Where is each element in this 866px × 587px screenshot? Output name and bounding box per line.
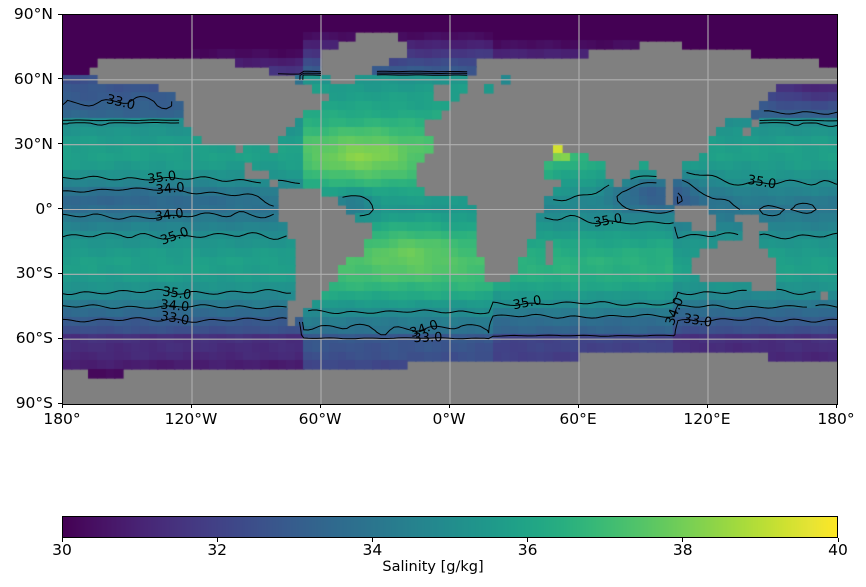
colorbar-tick-mark [371,538,373,542]
y-tick-label: 90°N [13,5,53,23]
contour-path [63,304,287,310]
contour-path [759,232,837,240]
contour-path [63,95,173,110]
x-tick-label: 60°E [559,410,597,428]
y-tick-label: 30°N [13,134,53,153]
colorbar-title: Salinity [g/kg] [382,559,484,575]
contour-path [63,211,274,220]
contour-label: 33.0 [159,309,190,329]
salinity-contours: 33.033.033.033.034.034.034.034.034.035.0… [63,70,837,346]
contour-path [63,317,287,323]
contour-label: 35.0 [592,211,623,231]
x-tick-label: 0°W [432,410,466,428]
colorbar-tick-mark [837,538,839,542]
colorbar-tick-mark [61,538,63,542]
contour-label: 35.0 [159,225,191,249]
contour-path [621,182,657,193]
contour-label: 34.0 [160,297,190,315]
y-tick-mark [58,143,62,145]
contour-path [674,226,717,239]
colorbar-tick-label: 40 [828,541,848,559]
x-tick-label: 60°W [298,410,342,428]
x-tick-label: 180° [817,410,855,428]
x-tick-mark [577,404,579,408]
x-tick-mark [61,404,63,408]
colorbar-tick-label: 30 [52,541,72,559]
y-tick-label: 30°S [15,264,53,283]
y-tick-label: 60°N [13,69,53,88]
contour-path [759,122,837,127]
contour-path [716,232,739,236]
x-tick-mark [835,404,837,408]
colorbar [62,516,838,538]
contour-path [553,184,610,202]
x-tick-mark [319,404,321,408]
contour-path [681,179,741,210]
contour-path [758,204,786,217]
contour-path [544,214,674,225]
contour-label: 33.0 [413,330,442,346]
contour-path [277,70,322,75]
contour-label: 35.0 [512,293,543,313]
contour-path [63,288,291,295]
contour-path [63,187,274,207]
contour-path [376,74,468,76]
contour-path [277,179,300,184]
contour-path [308,289,747,315]
contour-path [763,110,837,115]
colorbar-tick-label: 36 [517,541,538,559]
contour-path [815,304,837,308]
contour-label: 33.0 [682,312,713,331]
contour-path [630,175,657,180]
colorbar-tick-mark [216,538,218,542]
y-tick-label: 60°S [15,329,53,348]
contour-path [686,172,837,186]
contour-path [342,195,374,217]
x-tick-mark [190,404,192,408]
colorbar-tick-label: 38 [672,541,693,559]
contour-label: 35.0 [147,169,178,188]
x-tick-label: 120°E [683,410,731,428]
x-tick-label: 120°W [164,410,218,428]
contour-path [776,288,816,295]
y-tick-label: 90°S [15,394,53,412]
y-tick-mark [58,13,62,15]
colorbar-tick-label: 34 [362,541,383,559]
map-gridlines [63,15,837,404]
colorbar-tick-mark [682,538,684,542]
contour-path [63,232,287,240]
contour-path [759,119,837,122]
contour-path [302,304,807,336]
contour-path [676,192,683,205]
y-tick-label: 0° [35,199,53,218]
contour-path [302,74,322,80]
x-tick-label: 180° [43,410,81,428]
map-clip-region: 33.0 33.0 33.0 33.0 34.0 34.0 34.0 34.0 34.0 35.0… [63,15,837,404]
salinity-map-axes: 33.0 33.0 33.0 33.0 34.0 34.0 34.0 34.0 34.0 35.0… [62,14,838,405]
contour-path [616,191,674,214]
contour-path [63,119,180,122]
colorbar-tick-mark [527,538,529,542]
contour-label: 34.0 [155,180,185,198]
contour-path [789,202,817,214]
x-tick-mark [448,404,450,408]
colorbar-tick-label: 32 [207,541,228,559]
contour-path [63,175,261,184]
contour-label: 35.0 [746,173,777,193]
contour-label: 35.0 [161,285,192,304]
contour-label: 33.0 [105,92,137,113]
y-tick-mark [58,272,62,274]
y-tick-mark [58,78,62,80]
contour-path [299,317,837,340]
contour-path [63,122,180,126]
colorbar-gradient [63,517,837,537]
y-tick-mark [58,208,62,210]
y-tick-mark [58,402,62,404]
contour-label: 34.0 [154,206,185,225]
x-tick-mark [706,404,708,408]
y-tick-mark [58,337,62,339]
contour-path [299,72,322,80]
